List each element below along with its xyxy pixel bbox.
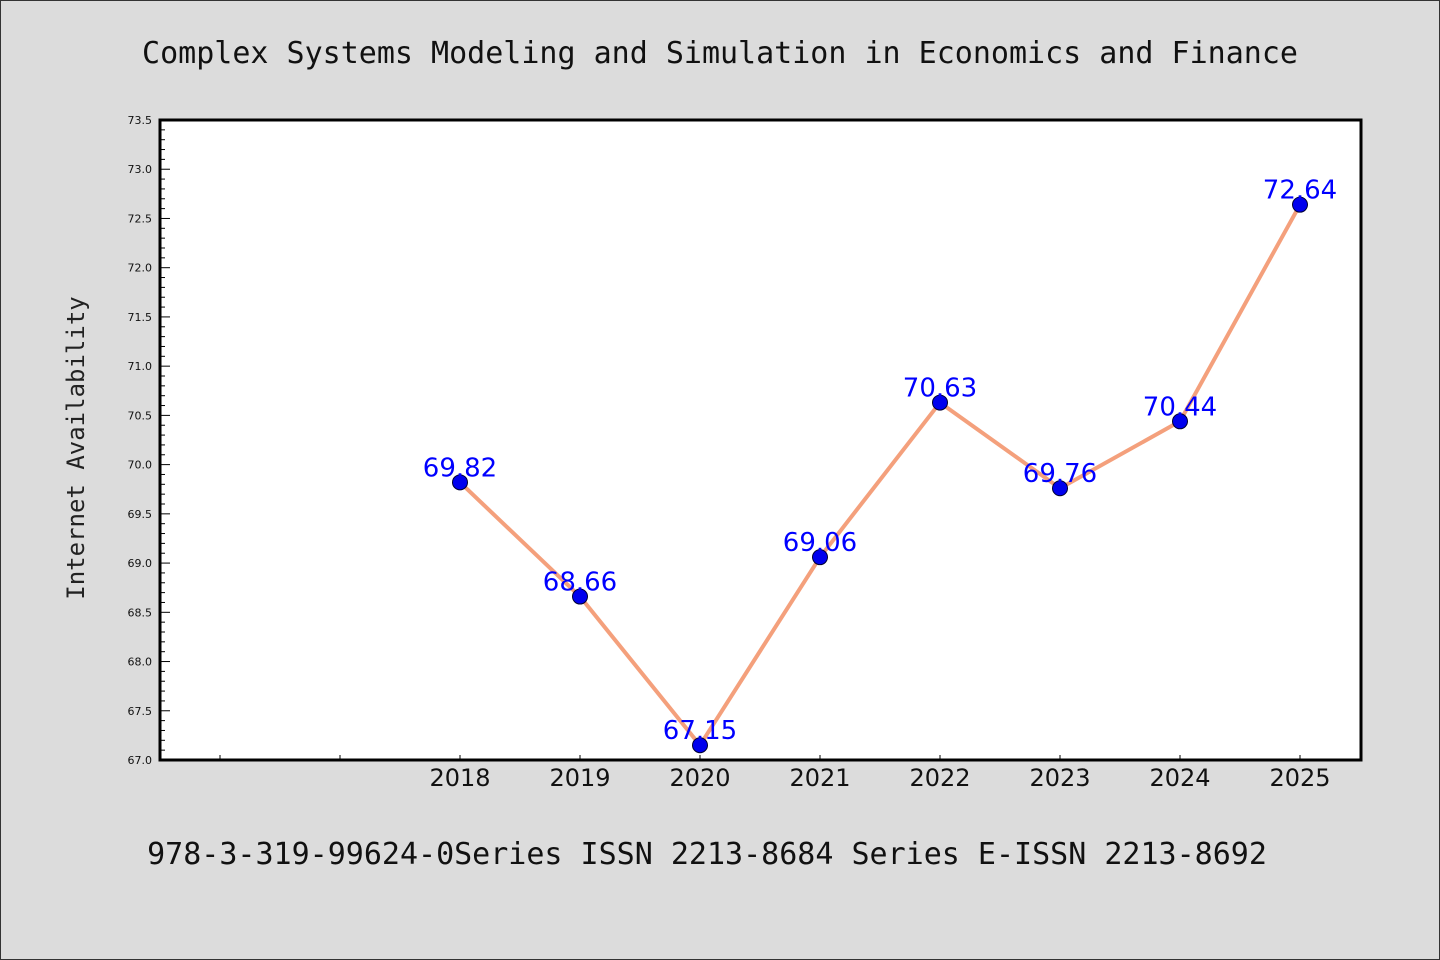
- data-point-marker: [1292, 196, 1308, 213]
- data-point-marker: [572, 588, 588, 605]
- y-tick-label: 69.5: [128, 508, 153, 521]
- x-tick-label: 2022: [909, 764, 970, 792]
- data-label: 69.06: [783, 528, 857, 558]
- data-point-marker: [1172, 413, 1188, 430]
- x-tick-label: 2025: [1269, 764, 1330, 792]
- x-tick-label: 2020: [669, 764, 730, 792]
- data-point-marker: [812, 549, 828, 566]
- data-point-marker: [692, 737, 708, 754]
- y-tick-label: 70.5: [128, 409, 153, 422]
- plot-area: [158, 118, 1363, 762]
- y-tick-label: 71.5: [128, 311, 153, 324]
- data-point-marker: [452, 474, 468, 491]
- series-layer: 69.82 68.66 67.15 69.06 70.63 69.76 70.44 72.64: [423, 176, 1337, 754]
- data-point-marker: [1052, 480, 1068, 497]
- x-tick-label: 2024: [1149, 764, 1210, 792]
- data-label: 72.64: [1263, 176, 1337, 206]
- chart-title: Complex Systems Modeling and Simulation …: [142, 36, 1298, 71]
- y-tick-label: 68.5: [128, 606, 153, 619]
- data-label: 67.15: [663, 716, 737, 746]
- data-label: 69.82: [423, 453, 497, 483]
- x-tick-label: 2018: [429, 764, 490, 792]
- x-axis: 2018 2019 2020 2021 2022 2023 2024 2025: [219, 755, 1331, 792]
- series-line: [458, 203, 1302, 748]
- data-label: 68.66: [543, 568, 617, 598]
- y-tick-label: 70.0: [128, 459, 153, 472]
- y-tick-label: 71.0: [128, 360, 153, 373]
- data-label: 70.63: [903, 374, 977, 404]
- y-tick-label: 69.0: [128, 557, 153, 570]
- footer-text: 978-3-319-99624-0Series ISSN 2213-8684 S…: [147, 837, 1267, 872]
- y-tick-label: 73.0: [128, 163, 153, 176]
- y-tick-label: 67.5: [128, 705, 153, 718]
- data-point-marker: [932, 394, 948, 411]
- x-tick-label: 2021: [789, 764, 850, 792]
- data-label: 69.76: [1023, 459, 1097, 489]
- x-tick-label: 2023: [1029, 764, 1090, 792]
- y-tick-label: 67.0: [128, 754, 153, 767]
- y-axis-label: Internet Availability: [62, 296, 90, 599]
- y-axis: 67.0 67.5 68.0 68.5 69.0 69.5 70.0 70.5 71.0 71.5…: [128, 114, 170, 767]
- y-tick-label: 72.5: [128, 212, 153, 225]
- x-tick-label: 2019: [549, 764, 610, 792]
- y-tick-label: 73.5: [128, 114, 153, 127]
- y-tick-label: 72.0: [128, 262, 153, 275]
- y-tick-label: 68.0: [128, 656, 153, 669]
- data-label: 70.44: [1143, 392, 1217, 422]
